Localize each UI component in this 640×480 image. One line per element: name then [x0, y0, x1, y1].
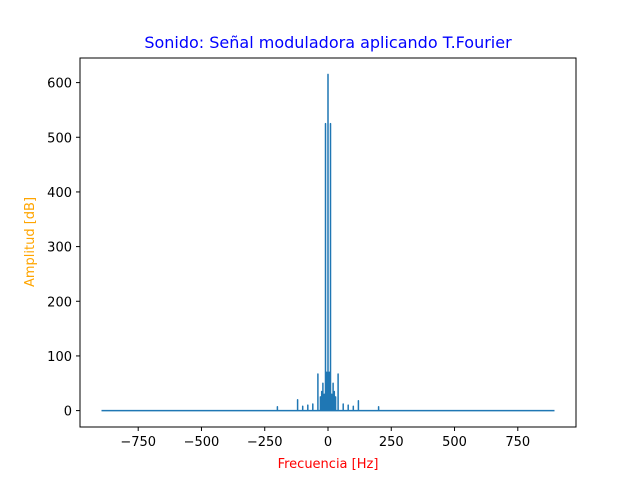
spectrum-line	[101, 73, 555, 412]
y-tick-label: 600	[47, 77, 72, 92]
y-axis: 0 100 200 300 400 500 600	[47, 77, 80, 420]
y-tick-label: 300	[47, 241, 72, 256]
x-tick-label: −250	[247, 435, 283, 450]
y-tick-label: 400	[47, 186, 72, 201]
y-tick-label: 200	[47, 295, 72, 310]
y-tick-label: 0	[64, 405, 72, 420]
x-tick-label: 0	[324, 435, 332, 450]
x-tick-label: −500	[184, 435, 220, 450]
plot-frame	[79, 57, 577, 428]
x-tick-label: 250	[379, 435, 404, 450]
x-tick-label: 500	[442, 435, 467, 450]
x-tick-label: −750	[120, 435, 156, 450]
y-axis-label: Amplitud [dB]	[23, 197, 38, 287]
chart-title: Sonido: Señal moduladora aplicando T.Fou…	[144, 33, 512, 52]
y-tick-label: 500	[47, 131, 72, 146]
x-tick-label: 750	[505, 435, 530, 450]
y-tick-label: 100	[47, 350, 72, 365]
x-axis: −750 −500 −250 0 250 500 750	[120, 427, 530, 450]
x-axis-label: Frecuencia [Hz]	[278, 457, 379, 472]
